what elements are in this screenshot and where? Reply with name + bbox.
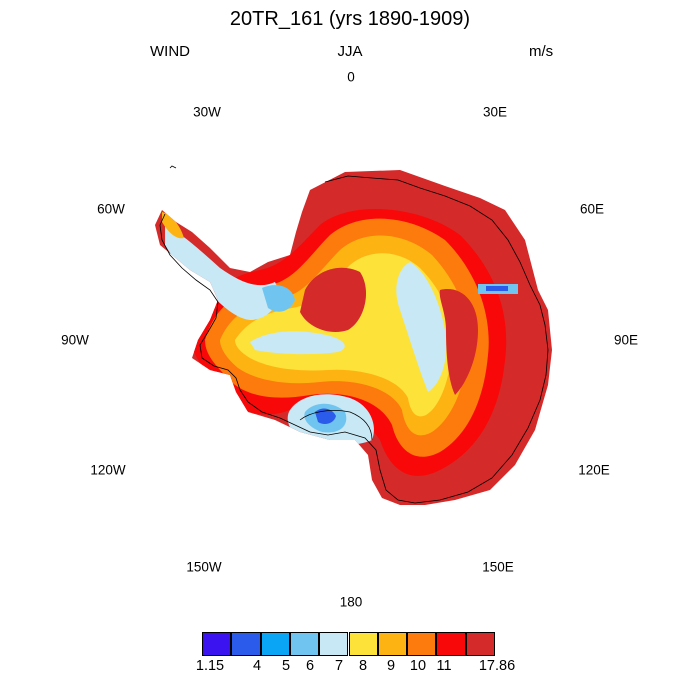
lon-label-30e: 30E (482, 104, 508, 120)
lon-label-120w: 120W (90, 462, 126, 478)
coastal-fill-east-4 (486, 286, 508, 291)
lon-label-60e: 60E (579, 201, 605, 217)
colorbar-label: 9 (386, 658, 396, 674)
colorbar-swatch (465, 632, 495, 656)
colorbar-label: 1.15 (195, 658, 225, 674)
colorbar-swatch (407, 632, 437, 656)
colorbar-swatch (260, 632, 290, 656)
coastline (159, 175, 549, 504)
lon-label-150e: 150E (482, 559, 514, 575)
ross-shelf-fill-4 (315, 408, 336, 424)
peninsula-fill (165, 225, 279, 320)
colorbar-label: 17.86 (478, 658, 516, 674)
peninsula-fill-6 (262, 285, 295, 312)
colorbar-swatch (319, 632, 349, 656)
colorbar-swatch (202, 632, 232, 656)
colorbar-label: 6 (305, 658, 315, 674)
colorbar-label: 8 (358, 658, 368, 674)
lon-label-90e: 90E (613, 332, 639, 348)
colorbar-swatch (377, 632, 408, 656)
colorbar-label: 4 (252, 658, 262, 674)
lon-label-180: 180 (339, 594, 363, 610)
season-label: JJA (337, 43, 363, 60)
lon-label-0: 0 (347, 69, 355, 85)
ross-shelf-outline (299, 410, 373, 441)
island-outline (169, 165, 177, 169)
colorbar-label: 5 (281, 658, 291, 674)
units-label: m/s (529, 43, 554, 60)
colorbar (202, 632, 495, 656)
colorbar-label: 7 (334, 658, 344, 674)
lon-label-30w: 30W (193, 104, 221, 120)
plot-title: 20TR_161 (yrs 1890-1909) (229, 8, 471, 30)
colorbar-swatch (436, 632, 466, 656)
peninsula-tip-fill (162, 212, 184, 239)
wind-fill-max-lobe-east (439, 289, 478, 395)
colorbar-label: 11 (436, 658, 452, 674)
lon-label-120e: 120E (578, 462, 610, 478)
wind-fill-7-center (250, 331, 345, 355)
wind-fill-7-east (396, 262, 447, 392)
lon-label-90w: 90W (61, 332, 89, 348)
variable-label: WIND (150, 43, 190, 60)
colorbar-label: 10 (409, 658, 427, 674)
colorbar-swatch (231, 632, 261, 656)
lon-label-150w: 150W (186, 559, 222, 575)
colorbar-swatch (348, 632, 378, 656)
colorbar-swatch (289, 632, 320, 656)
lon-label-60w: 60W (97, 201, 125, 217)
wind-fill-max-lobe-west (300, 267, 367, 332)
